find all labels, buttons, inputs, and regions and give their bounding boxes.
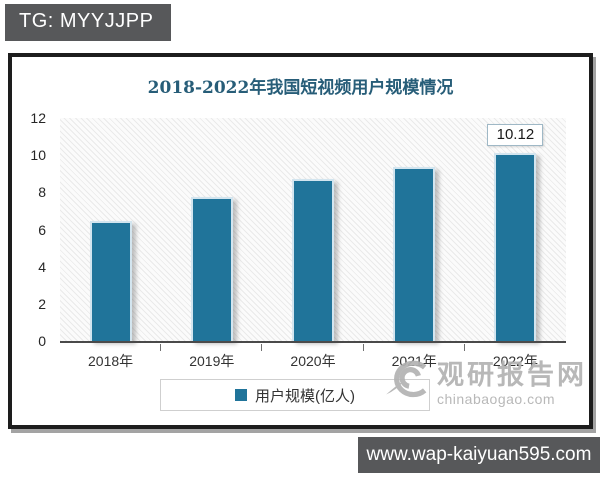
y-tick-label: 8 <box>38 184 46 201</box>
legend: 用户规模(亿人) <box>160 379 430 411</box>
y-axis: 0 2 4 6 8 10 12 <box>12 111 54 348</box>
x-tick-label: 2019年 <box>161 344 263 371</box>
y-tick-label: 12 <box>30 110 46 126</box>
x-tick-label: 2022年 <box>492 353 538 369</box>
bar-2018年 <box>89 220 132 341</box>
y-tick-label: 0 <box>38 333 46 349</box>
legend-label: 用户规模(亿人) <box>255 387 355 405</box>
y-tick-label: 10 <box>30 147 46 164</box>
footer-url-bar: www.wap-kaiyuan595.com <box>358 437 600 473</box>
chart-panel: 2018-2022年我国短视频用户规模情况 0 2 4 6 8 10 12 10.12 20… <box>8 53 593 429</box>
watermark-site-name: 观研报告网 <box>437 359 587 390</box>
bar-2020年 <box>292 178 334 341</box>
x-tick-label: 2018年 <box>60 344 162 371</box>
bar-2022年 <box>494 152 537 341</box>
watermark: 观研报告网 chinabaogao.com <box>383 358 587 409</box>
swirl-logo-icon <box>383 358 433 409</box>
bar-2019年 <box>190 197 233 341</box>
data-label: 10.12 <box>487 123 544 146</box>
y-tick-label: 6 <box>38 221 46 238</box>
bar-slot <box>161 118 262 341</box>
bar-2021年 <box>393 167 436 341</box>
bar-slot <box>364 118 465 341</box>
y-tick-label: 2 <box>38 295 46 312</box>
x-tick-label: 2020年 <box>262 344 364 371</box>
bar-slot <box>60 118 161 341</box>
legend-swatch-icon <box>235 389 247 401</box>
y-tick-label: 4 <box>38 258 46 275</box>
watermark-site-domain: chinabaogao.com <box>437 390 556 407</box>
plot-area: 10.12 <box>60 118 566 343</box>
bars: 10.12 <box>60 118 566 341</box>
bar-slot: 10.12 <box>465 118 566 341</box>
watermark-text: 观研报告网 chinabaogao.com <box>437 359 587 407</box>
chart-title: 2018-2022年我国短视频用户规模情况 <box>147 78 454 98</box>
telegram-badge: TG: MYYJJPP <box>5 4 172 41</box>
bar-slot <box>262 118 363 341</box>
